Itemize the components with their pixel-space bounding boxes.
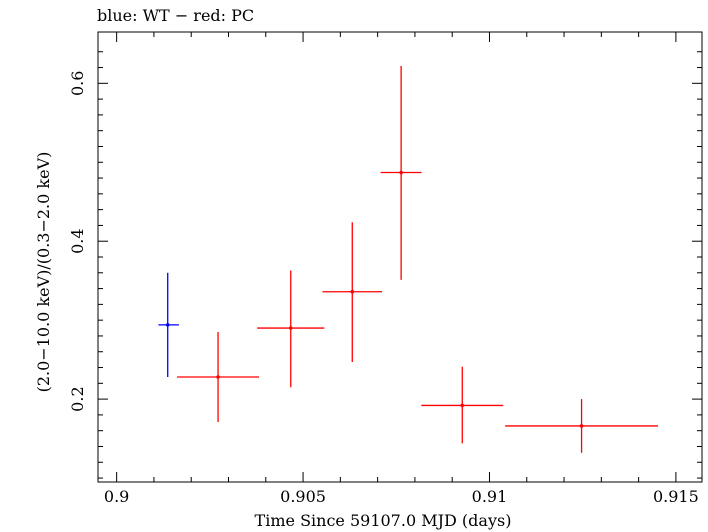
- y-tick-label: 0.4: [68, 228, 87, 253]
- y-tick-label: 0.6: [68, 71, 87, 96]
- data-point: [216, 375, 220, 379]
- x-axis-ticks: 0.9 0.905 0.91 0.915: [104, 32, 699, 506]
- series-pc: [177, 65, 659, 453]
- x-tick-label: 0.9: [104, 487, 129, 506]
- data-point: [460, 403, 465, 408]
- data-point: [165, 323, 170, 327]
- y-tick-label: 0.2: [68, 386, 87, 411]
- x-tick-label: 0.905: [280, 487, 326, 506]
- y-axis-ticks: 0.2 0.4 0.6: [68, 51, 702, 479]
- y-axis-label: (2.0−10.0 keV)/(0.3−2.0 keV): [34, 152, 53, 393]
- data-point: [288, 326, 293, 330]
- x-tick-label: 0.91: [472, 487, 508, 506]
- series-wt: [158, 272, 179, 377]
- data-point: [350, 289, 355, 294]
- plot-border: [97, 31, 703, 483]
- data-point: [399, 170, 403, 175]
- x-axis-label: Time Since 59107.0 MJD (days): [255, 511, 512, 530]
- chart-title: blue: WT − red: PC: [97, 6, 255, 25]
- plot-frame: [97, 31, 703, 483]
- data-point: [579, 424, 584, 428]
- data-points: [158, 65, 659, 453]
- x-tick-label: 0.915: [653, 487, 699, 506]
